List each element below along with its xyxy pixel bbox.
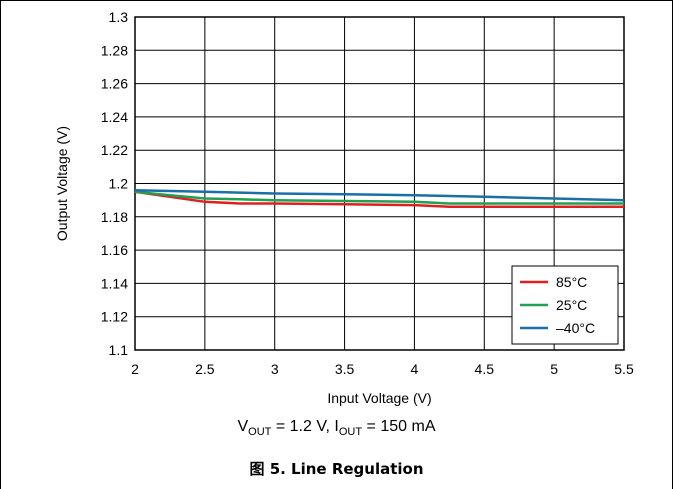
iout-symbol: I <box>334 418 339 435</box>
x-tick-label: 4 <box>411 361 419 377</box>
vout-value: = 1.2 V, <box>271 418 335 435</box>
y-tick-label: 1.2 <box>109 176 129 192</box>
series-line <box>134 190 624 205</box>
iout-subscript: OUT <box>338 426 363 439</box>
vout-subscript: OUT <box>248 426 272 439</box>
y-tick-label: 1.1 <box>109 342 129 358</box>
test-conditions: VOUT = 1.2 V, IOUT = 150 mA <box>0 418 673 438</box>
y-tick-label: 1.3 <box>109 9 129 25</box>
series-line <box>134 190 624 209</box>
x-tick-label: 2.5 <box>195 361 215 377</box>
x-tick-label: 5 <box>550 361 558 377</box>
x-tick-label: 2 <box>131 361 139 377</box>
legend-label: 25°C <box>556 297 587 313</box>
y-axis-label: Output Voltage (V) <box>54 126 70 241</box>
x-tick-label: 3 <box>271 361 279 377</box>
y-tick-label: 1.14 <box>101 275 128 291</box>
line-chart: 2 2.5 3 3.5 4 4.5 5 5.5 1.1 1.12 1.14 1.16 1.18 1.2 1.… <box>54 9 634 406</box>
vout-symbol: V <box>237 418 249 435</box>
y-tick-label: 1.22 <box>101 142 128 158</box>
y-tick-label: 1.28 <box>101 42 128 58</box>
x-tick-label: 4.5 <box>475 361 495 377</box>
x-axis-label: Input Voltage (V) <box>327 390 431 406</box>
y-tick-label: 1.24 <box>101 109 128 125</box>
x-tick-label: 3.5 <box>335 361 355 377</box>
y-tick-label: 1.16 <box>101 242 128 258</box>
y-tick-label: 1.12 <box>101 309 128 325</box>
legend-label: –40°C <box>556 320 595 336</box>
series-line <box>134 188 625 202</box>
plot-border <box>134 16 625 351</box>
figure-caption: 图 5. Line Regulation <box>249 460 424 478</box>
legend-label: 85°C <box>556 274 587 290</box>
iout-value: = 150 mA <box>362 418 436 435</box>
y-tick-label: 1.18 <box>101 209 128 225</box>
x-tick-label: 5.5 <box>614 361 634 377</box>
y-tick-label: 1.26 <box>101 76 128 92</box>
